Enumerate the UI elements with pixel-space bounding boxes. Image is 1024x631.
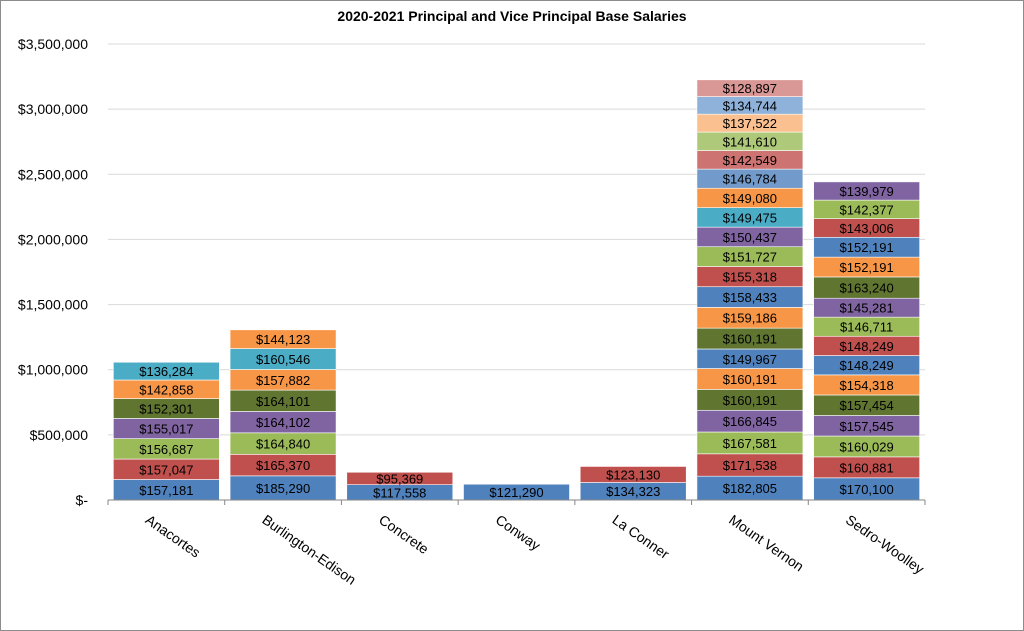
category-label: Sedro-Woolley [843, 511, 927, 577]
data-label: $157,545 [840, 419, 894, 434]
data-label: $142,377 [840, 202, 894, 217]
y-tick-label: $1,000,000 [18, 362, 88, 378]
data-label: $148,249 [840, 339, 894, 354]
category-label: Mount Vernon [726, 511, 807, 574]
bar-segment [813, 181, 920, 201]
category-label: La Conner [609, 511, 672, 562]
data-label: $136,284 [139, 364, 193, 379]
data-label: $123,130 [606, 467, 660, 482]
data-label: $166,845 [723, 414, 777, 429]
data-label: $137,522 [723, 116, 777, 131]
data-label: $152,301 [139, 402, 193, 417]
data-label: $149,475 [723, 210, 777, 225]
data-label: $142,549 [723, 153, 777, 168]
category-label: Conway [493, 511, 544, 553]
data-label: $139,979 [840, 184, 894, 199]
data-label: $160,546 [256, 352, 310, 367]
data-label: $117,558 [373, 485, 426, 500]
data-label: $144,123 [256, 332, 310, 347]
data-label: $134,744 [723, 98, 777, 113]
data-label: $185,290 [256, 481, 310, 496]
category-label: Burlington-Edison [259, 511, 359, 587]
data-label: $142,858 [139, 382, 193, 397]
data-label: $164,102 [256, 415, 310, 430]
y-tick-label: $3,000,000 [18, 101, 88, 117]
data-label: $128,897 [723, 81, 777, 96]
data-label: $157,882 [256, 373, 310, 388]
data-label: $143,006 [840, 221, 894, 236]
y-tick-label: $2,000,000 [18, 231, 88, 247]
data-label: $152,191 [840, 260, 894, 275]
data-label: $157,047 [139, 462, 193, 477]
data-label: $155,318 [723, 270, 777, 285]
data-label: $152,191 [840, 240, 894, 255]
data-label: $160,029 [840, 439, 894, 454]
y-tick-label: $3,500,000 [18, 36, 88, 52]
data-label: $160,191 [723, 393, 777, 408]
chart-title: 2020-2021 Principal and Vice Principal B… [337, 8, 687, 24]
data-label: $148,249 [840, 358, 894, 373]
data-label: $141,610 [723, 134, 777, 149]
data-label: $134,323 [606, 484, 660, 499]
data-label: $160,191 [723, 332, 777, 347]
category-label: Anacortes [143, 511, 204, 560]
data-label: $149,080 [723, 191, 777, 206]
data-label: $157,454 [840, 398, 894, 413]
category-label: Concrete [376, 511, 432, 557]
data-label: $146,784 [723, 172, 777, 187]
data-label: $149,967 [723, 352, 777, 367]
data-label: $170,100 [840, 482, 894, 497]
data-label: $151,727 [723, 250, 777, 265]
data-label: $167,581 [723, 436, 777, 451]
data-label: $159,186 [723, 311, 777, 326]
bar-segment [113, 361, 220, 381]
data-label: $164,840 [256, 437, 310, 452]
data-label: $164,101 [256, 394, 310, 409]
data-label: $157,181 [139, 483, 193, 498]
y-tick-label: $1,500,000 [18, 297, 88, 313]
data-label: $156,687 [139, 442, 193, 457]
data-label: $145,281 [840, 301, 894, 316]
data-label: $171,538 [723, 458, 777, 473]
y-tick-label: $2,500,000 [18, 166, 88, 182]
y-tick-label: $500,000 [30, 427, 89, 443]
bar-segment [696, 79, 804, 97]
data-label: $182,805 [723, 481, 777, 496]
data-label: $160,881 [840, 460, 894, 475]
y-tick-label: $- [76, 492, 89, 508]
data-label: $163,240 [840, 281, 894, 296]
bar-segment [346, 471, 454, 485]
data-label: $158,433 [723, 290, 777, 305]
data-label: $154,318 [840, 378, 894, 393]
data-label: $121,290 [489, 485, 543, 500]
data-label: $160,191 [723, 372, 777, 387]
data-label: $150,437 [723, 230, 777, 245]
data-label: $146,711 [840, 320, 893, 335]
bar-segment [229, 329, 337, 349]
data-label: $165,370 [256, 458, 310, 473]
data-label: $95,369 [376, 471, 423, 486]
data-label: $155,017 [139, 422, 193, 437]
bar-segment [579, 466, 687, 483]
